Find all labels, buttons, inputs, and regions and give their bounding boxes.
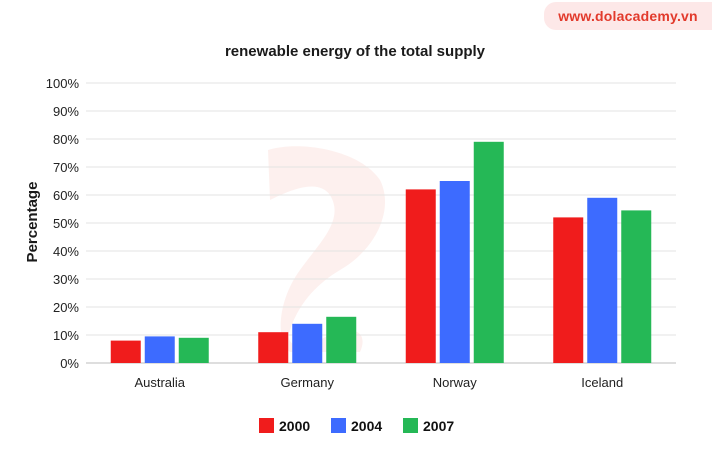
bars xyxy=(110,141,652,363)
x-tick-label: Iceland xyxy=(581,375,623,390)
y-tick-label: 100% xyxy=(46,76,80,91)
background-logo-icon xyxy=(268,146,386,352)
grid-lines xyxy=(86,82,676,364)
legend-swatch xyxy=(259,418,274,433)
bar-australia-2000 xyxy=(110,340,141,363)
bar-iceland-2007 xyxy=(621,210,652,363)
legend-item-2000: 2000 xyxy=(259,418,310,434)
y-axis-label: Percentage xyxy=(24,182,41,263)
bar-iceland-2000 xyxy=(553,217,584,363)
legend-label: 2004 xyxy=(351,418,382,434)
y-tick-label: 70% xyxy=(53,160,79,175)
y-tick-label: 50% xyxy=(53,216,79,231)
legend: 2000 2004 2007 xyxy=(259,418,454,434)
legend-label: 2000 xyxy=(279,418,310,434)
bar-iceland-2004 xyxy=(587,197,618,363)
bar-australia-2007 xyxy=(178,337,209,363)
y-tick-label: 20% xyxy=(53,300,79,315)
bar-germany-2004 xyxy=(292,323,323,363)
x-tick-label: Norway xyxy=(433,375,478,390)
y-tick-label: 30% xyxy=(53,272,79,287)
y-tick-label: 80% xyxy=(53,132,79,147)
y-tick-labels: 0% 10% 20% 30% 40% 50% 60% 70% 80% 90% 100% xyxy=(46,76,80,371)
legend-swatch xyxy=(403,418,418,433)
x-tick-labels: Australia Germany Norway Iceland xyxy=(134,375,623,390)
y-tick-label: 40% xyxy=(53,244,79,259)
x-tick-label: Germany xyxy=(281,375,335,390)
bar-germany-2007 xyxy=(326,316,357,363)
bar-norway-2004 xyxy=(439,181,470,363)
y-tick-label: 60% xyxy=(53,188,79,203)
legend-item-2007: 2007 xyxy=(403,418,454,434)
y-tick-label: 90% xyxy=(53,104,79,119)
watermark-url: www.dolacademy.vn xyxy=(558,8,698,24)
bar-germany-2000 xyxy=(258,332,289,363)
x-tick-label: Australia xyxy=(134,375,185,390)
watermark-badge: www.dolacademy.vn xyxy=(544,2,712,30)
bar-australia-2004 xyxy=(144,336,175,363)
bar-norway-2007 xyxy=(473,141,504,363)
bar-norway-2000 xyxy=(405,189,436,363)
y-tick-label: 10% xyxy=(53,328,79,343)
y-tick-label: 0% xyxy=(60,356,79,371)
chart-title: renewable energy of the total supply xyxy=(225,43,486,60)
legend-item-2004: 2004 xyxy=(331,418,382,434)
legend-label: 2007 xyxy=(423,418,454,434)
legend-swatch xyxy=(331,418,346,433)
